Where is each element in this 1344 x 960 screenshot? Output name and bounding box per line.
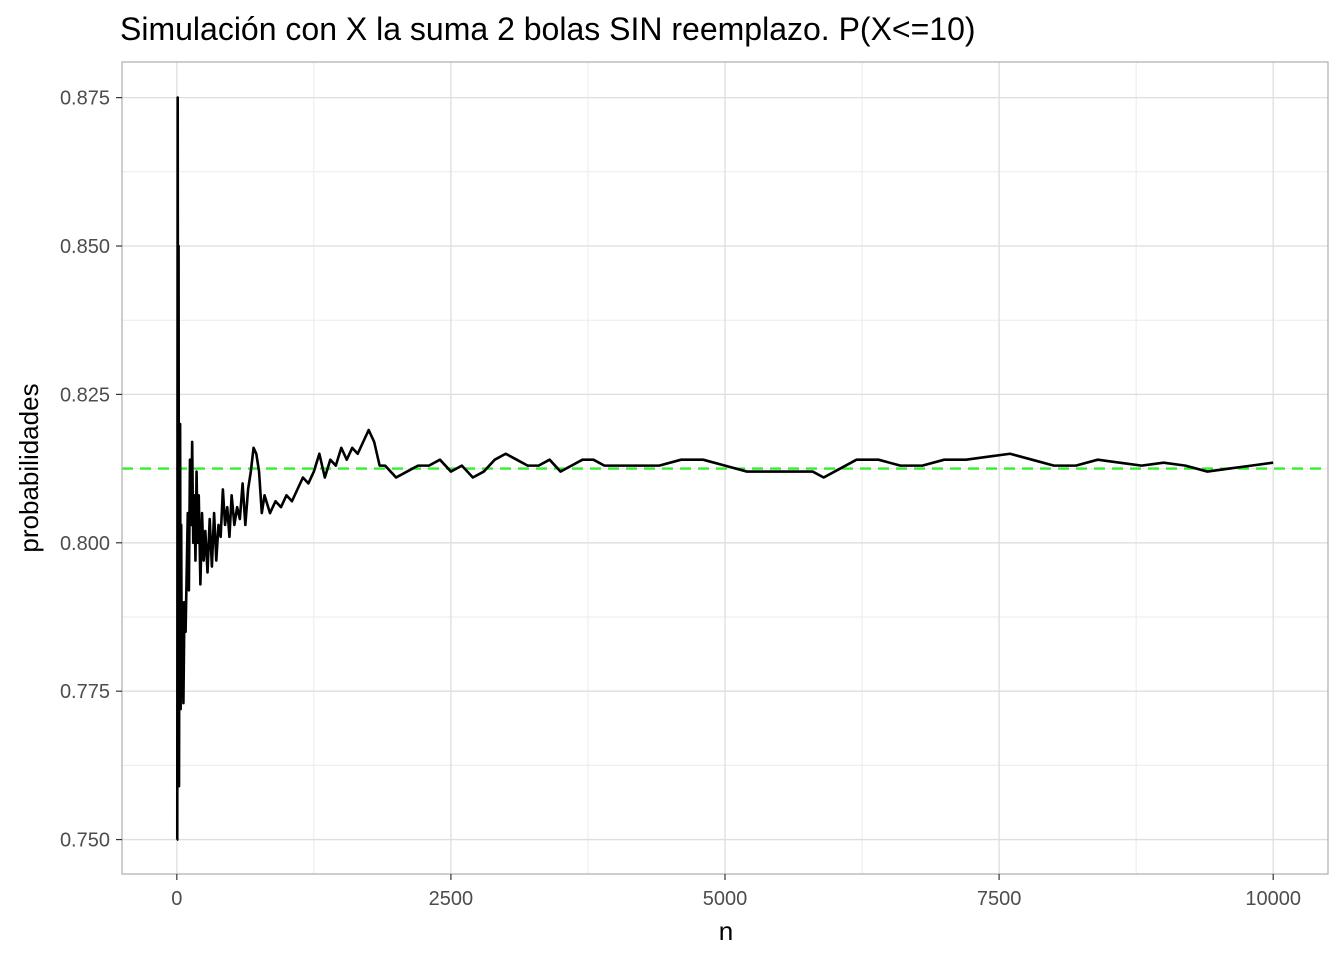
x-axis-title: n [719, 916, 733, 946]
y-tick-label: 0.775 [60, 681, 110, 703]
x-tick-label: 5000 [703, 888, 748, 910]
x-tick-label: 10000 [1245, 888, 1301, 910]
y-tick-label: 0.825 [60, 384, 110, 406]
y-tick-label: 0.850 [60, 236, 110, 258]
series-line [175, 96, 1274, 841]
y-tick-label: 0.875 [60, 88, 110, 110]
series-group [175, 96, 1274, 841]
y-tick-label: 0.750 [60, 830, 110, 852]
x-tick-label: 7500 [977, 888, 1022, 910]
x-tick-label: 0 [171, 888, 182, 910]
chart-title: Simulación con X la suma 2 bolas SIN ree… [120, 11, 976, 47]
y-axis-title: probabilidades [14, 383, 44, 552]
x-axis: 0 2500 5000 7500 10000 [171, 874, 1301, 910]
x-tick-label: 2500 [429, 888, 474, 910]
y-tick-label: 0.800 [60, 533, 110, 555]
y-axis: 0.750 0.775 0.800 0.825 0.850 0.875 [60, 88, 122, 852]
